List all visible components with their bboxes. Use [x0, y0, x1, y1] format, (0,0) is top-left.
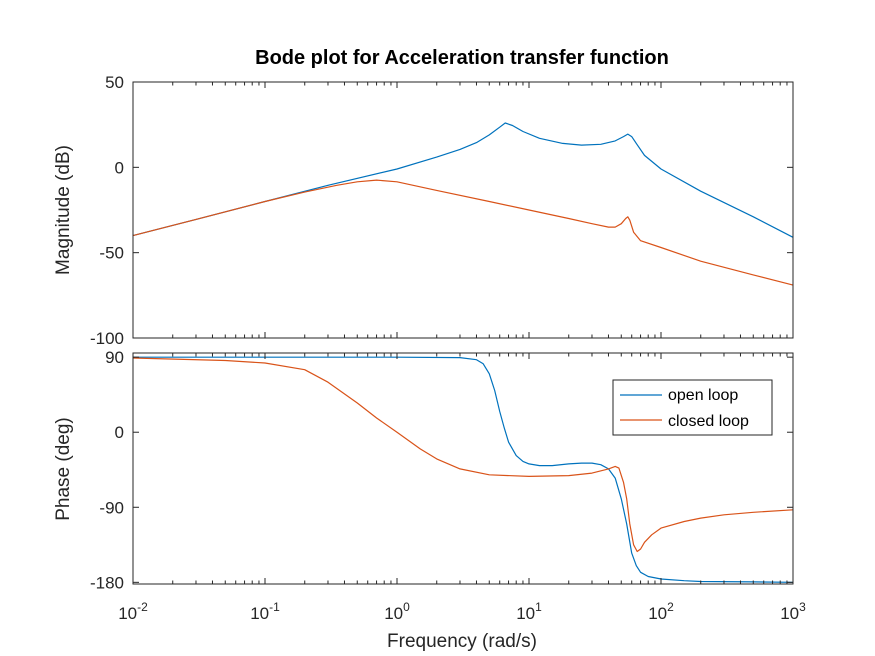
phase-y-ticks: 90 0 -90 -180 [90, 348, 793, 592]
magnitude-y-axis-label: Magnitude (dB) [53, 145, 74, 275]
phase-y-tick-label: -180 [90, 573, 124, 592]
magnitude-axes: 50 0 -50 -100 Magnitude (dB) [53, 73, 794, 348]
magnitude-y-tick-label: -50 [99, 244, 124, 263]
magnitude-y-tick-label: 50 [105, 73, 124, 92]
phase-axes: 90 0 -90 -180 Phase (deg) [53, 348, 794, 592]
magnitude-y-tick-label: -100 [90, 329, 124, 348]
phase-y-axis-label: Phase (deg) [53, 417, 74, 521]
x-tick-label: 102 [648, 600, 674, 623]
phase-y-tick-label: -90 [99, 498, 124, 517]
x-tick-label: 10-2 [118, 600, 148, 623]
magnitude-axes-box [132, 81, 794, 339]
phase-axes-box [132, 352, 794, 585]
x-tick-label: 103 [780, 600, 806, 623]
phase-open-loop-line [133, 356, 794, 583]
magnitude-series-group [132, 122, 794, 286]
legend-box [612, 379, 773, 436]
legend-closed-loop-label: closed loop [668, 413, 749, 430]
x-tick-label: 101 [516, 600, 542, 623]
x-tick-label: 100 [384, 600, 410, 623]
x-tick-labels: 10-2 10-1 100 101 102 103 [118, 600, 806, 623]
x-axis-label: Frequency (rad/s) [387, 631, 537, 652]
chart-title: Bode plot for Acceleration transfer func… [255, 47, 669, 69]
magnitude-y-tick-label: 0 [115, 158, 124, 177]
legend[interactable]: open loop closed loop [612, 379, 773, 436]
phase-series-group [132, 356, 794, 583]
x-tick-label: 10-1 [250, 600, 280, 623]
magnitude-closed-loop-line [132, 179, 794, 286]
legend-open-loop-label: open loop [668, 387, 738, 404]
phase-y-tick-label: 0 [115, 423, 124, 442]
magnitude-open-loop-line [132, 122, 794, 238]
phase-closed-loop-line [132, 357, 794, 553]
magnitude-y-ticks: 50 0 -50 -100 [90, 73, 793, 348]
phase-x-ticks [132, 353, 794, 584]
phase-y-tick-label: 90 [105, 348, 124, 367]
magnitude-x-ticks [132, 82, 794, 338]
